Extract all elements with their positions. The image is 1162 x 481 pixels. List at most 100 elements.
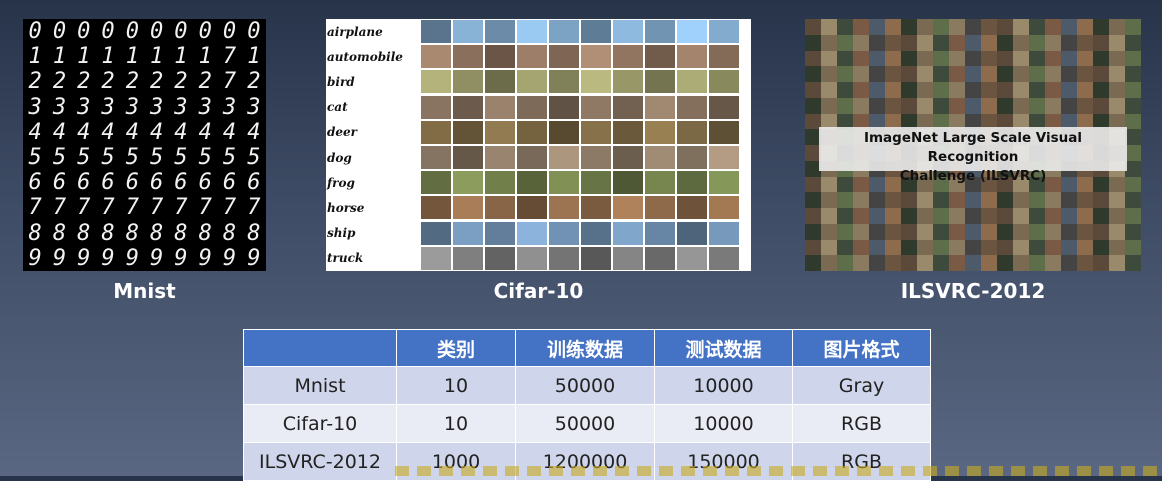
mosaic-tile bbox=[997, 34, 1013, 51]
mosaic-tile bbox=[933, 176, 949, 193]
mnist-digit: 0 bbox=[150, 19, 164, 45]
cifar-sample-image bbox=[645, 221, 675, 245]
mosaic-tile bbox=[933, 19, 949, 35]
cifar-sample-image bbox=[581, 171, 611, 195]
mosaic-tile bbox=[933, 208, 949, 224]
mosaic-tile bbox=[917, 176, 933, 193]
mosaic-tile bbox=[837, 223, 853, 240]
mosaic-tile bbox=[997, 66, 1013, 82]
mnist-digit: 5 bbox=[77, 145, 91, 171]
table-cell: 50000 bbox=[515, 366, 655, 405]
mnist-digit: 0 bbox=[222, 19, 237, 45]
table-cell: 50000 bbox=[515, 404, 655, 443]
mosaic-tile bbox=[933, 97, 949, 114]
mosaic-tile bbox=[917, 82, 933, 98]
cifar10-sample-grid: airplane automobile bird cat deer dog frog hors… bbox=[326, 19, 751, 271]
mosaic-tile bbox=[901, 66, 917, 82]
cifar-sample-image bbox=[453, 120, 483, 144]
cifar-sample-image bbox=[485, 246, 515, 270]
mosaic-tile bbox=[853, 255, 869, 271]
mosaic-tile bbox=[869, 192, 885, 208]
mosaic-tile bbox=[837, 113, 853, 130]
mosaic-tile bbox=[1093, 239, 1109, 256]
mnist-digit: 0 bbox=[77, 19, 91, 45]
mosaic-tile bbox=[1045, 239, 1061, 256]
cifar-sample-image bbox=[677, 95, 707, 119]
mnist-digit: 4 bbox=[77, 119, 91, 145]
mosaic-tile bbox=[965, 19, 981, 35]
mosaic-tile bbox=[1061, 208, 1077, 224]
mnist-digit: 1 bbox=[28, 44, 42, 70]
mnist-digit: 3 bbox=[101, 94, 115, 120]
mosaic-tile bbox=[869, 82, 885, 98]
mnist-digit: 9 bbox=[174, 245, 188, 271]
mosaic-tile bbox=[869, 223, 885, 240]
cifar-sample-image bbox=[549, 45, 579, 69]
mnist-digit: 1 bbox=[52, 44, 67, 70]
cifar-thumb-strip bbox=[421, 45, 739, 69]
mosaic-tile bbox=[1029, 66, 1045, 82]
table-cell: ILSVRC-2012 bbox=[243, 442, 397, 481]
cifar-sample-image bbox=[613, 196, 643, 220]
cifar-sample-image bbox=[485, 70, 515, 94]
mosaic-tile bbox=[1029, 34, 1045, 51]
mosaic-tile bbox=[901, 113, 917, 130]
cifar-thumb-strip bbox=[421, 120, 739, 144]
mnist-digit: 5 bbox=[125, 145, 139, 171]
cifar-sample-image bbox=[549, 196, 579, 220]
mnist-digit: 3 bbox=[52, 94, 67, 120]
mosaic-tile bbox=[1029, 208, 1045, 224]
cifar-sample-image bbox=[613, 146, 643, 170]
mosaic-tile bbox=[1093, 50, 1109, 67]
mosaic-tile bbox=[885, 113, 901, 130]
mosaic-tile bbox=[1029, 239, 1045, 256]
mosaic-tile bbox=[981, 176, 997, 193]
mosaic-tile bbox=[901, 97, 917, 114]
mosaic-tile bbox=[1125, 176, 1141, 193]
cifar-class-row: automobile bbox=[326, 44, 751, 69]
mnist-digit: 9 bbox=[52, 245, 67, 271]
mosaic-tile bbox=[1029, 223, 1045, 240]
cifar-class-row: ship bbox=[326, 221, 751, 246]
mosaic-tile bbox=[837, 34, 853, 51]
cifar-class-row: truck bbox=[326, 246, 751, 271]
mosaic-tile bbox=[1077, 239, 1093, 256]
mosaic-tile bbox=[1013, 113, 1029, 130]
mosaic-tile bbox=[885, 19, 901, 35]
cifar-sample-image bbox=[421, 171, 451, 195]
cifar-class-row: airplane bbox=[326, 19, 751, 44]
mnist-digit: 4 bbox=[247, 119, 261, 145]
mosaic-tile bbox=[1013, 50, 1029, 67]
mosaic-tile bbox=[917, 208, 933, 224]
mosaic-tile bbox=[917, 113, 933, 130]
cifar-sample-image bbox=[485, 45, 515, 69]
cifar-sample-image bbox=[517, 221, 547, 245]
mosaic-tile bbox=[853, 82, 869, 98]
cifar-sample-image bbox=[549, 20, 579, 44]
mosaic-tile bbox=[853, 34, 869, 51]
mosaic-tile bbox=[805, 66, 821, 82]
mosaic-tile bbox=[885, 208, 901, 224]
mosaic-tile bbox=[1029, 97, 1045, 114]
mosaic-tile bbox=[853, 176, 869, 193]
cifar-sample-image bbox=[677, 171, 707, 195]
mosaic-tile bbox=[805, 255, 821, 271]
mnist-digit: 9 bbox=[101, 245, 115, 271]
mosaic-tile bbox=[821, 50, 837, 67]
mosaic-tile bbox=[1045, 113, 1061, 130]
cifar-sample-image bbox=[485, 196, 515, 220]
mosaic-tile bbox=[933, 223, 949, 240]
table-cell: Gray bbox=[792, 366, 931, 405]
cifar-sample-image bbox=[549, 120, 579, 144]
cifar-sample-image bbox=[677, 146, 707, 170]
mosaic-tile bbox=[1029, 50, 1045, 67]
cifar-sample-image bbox=[677, 221, 707, 245]
cifar-sample-image bbox=[677, 45, 707, 69]
mosaic-tile bbox=[1013, 192, 1029, 208]
mnist-digit: 4 bbox=[125, 119, 139, 145]
mosaic-tile bbox=[949, 113, 965, 130]
mosaic-tile bbox=[965, 113, 981, 130]
mosaic-tile bbox=[869, 19, 885, 35]
mosaic-tile bbox=[885, 239, 901, 256]
